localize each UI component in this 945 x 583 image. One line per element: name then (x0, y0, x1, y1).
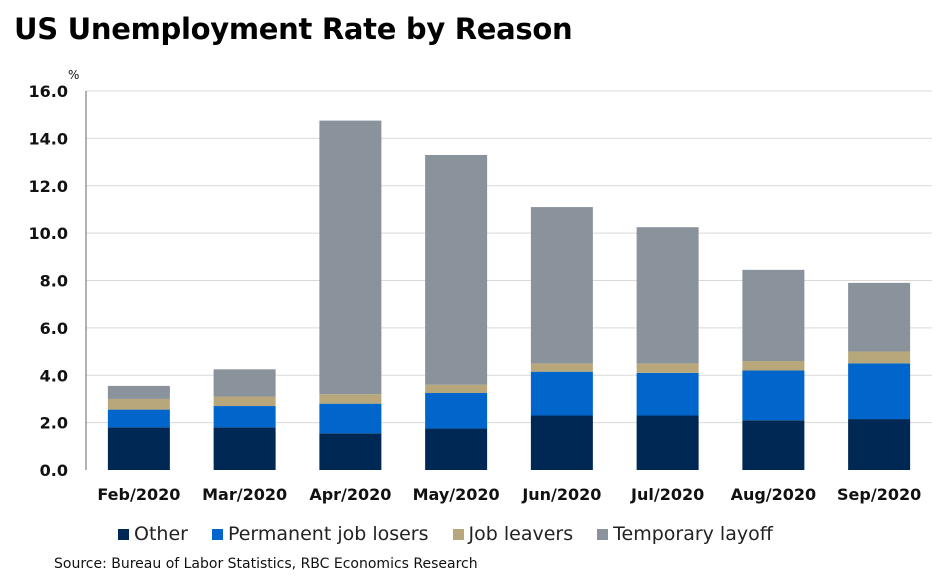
x-tick-label: Apr/2020 (309, 485, 391, 504)
bar-segment-temporary-layoff (213, 369, 276, 397)
legend-item: Other (118, 523, 188, 545)
y-tick-label: 0.0 (40, 461, 68, 480)
legend-swatch (118, 528, 129, 540)
x-tick-label: Aug/2020 (731, 485, 817, 504)
bar-segment-permanent-job-losers (107, 409, 170, 428)
y-tick-label: 8.0 (40, 272, 68, 291)
bar-segment-temporary-layoff (530, 207, 593, 364)
x-tick-label: Mar/2020 (202, 485, 287, 504)
legend-swatch (211, 528, 223, 540)
bar-segment-permanent-job-losers (319, 403, 382, 434)
source-note: Source: Bureau of Labor Statistics, RBC … (54, 556, 478, 572)
legend-item: Permanent job losers (211, 523, 429, 545)
chart-canvas: 0.0 2.0 4.0 6.0 8.0 10.0 12.0 14.0 16.0 Feb/2020… (29, 68, 932, 504)
bar-segment-other (742, 420, 805, 470)
bar-segment-permanent-job-losers (636, 372, 699, 416)
legend-item: Temporary layoff (597, 523, 773, 545)
bar-segment-temporary-layoff (636, 227, 699, 364)
legend-label: Other (134, 523, 188, 545)
bar-segment-other (319, 433, 382, 470)
bar-segment-job-leavers (107, 398, 170, 410)
x-tick-label: May/2020 (413, 485, 500, 504)
bar-segment-other (425, 428, 488, 470)
bar-segment-permanent-job-losers (530, 371, 593, 416)
x-tick-label: Jul/2020 (630, 485, 704, 504)
y-axis: 0.0 2.0 4.0 6.0 8.0 10.0 12.0 14.0 16.0 (29, 82, 87, 480)
bar-segment-permanent-job-losers (848, 363, 911, 420)
bar-segment-job-leavers (319, 394, 382, 404)
bar-segment-job-leavers (636, 363, 699, 373)
bar-segment-job-leavers (742, 361, 805, 371)
legend-item: Job leavers (452, 523, 574, 545)
legend-swatch (452, 528, 464, 540)
legend-label: Temporary layoff (613, 523, 773, 545)
bar-segment-permanent-job-losers (742, 370, 805, 421)
y-axis-unit: % (68, 68, 79, 82)
y-tick-label: 4.0 (40, 366, 68, 385)
legend: Other Permanent job losers Job leavers Temp… (118, 522, 797, 546)
y-tick-label: 14.0 (29, 129, 68, 148)
bar-segment-other (107, 427, 170, 470)
bar-segment-temporary-layoff (848, 282, 911, 352)
bars (107, 120, 911, 470)
bar-segment-job-leavers (848, 351, 911, 364)
x-axis: Feb/2020 Mar/2020 Apr/2020 May/2020 Jun/2020… (97, 485, 921, 504)
legend-label: Permanent job losers (227, 523, 429, 545)
bar-segment-job-leavers (425, 384, 488, 394)
x-tick-label: Sep/2020 (837, 485, 921, 504)
chart-title: US Unemployment Rate by Reason (14, 12, 573, 46)
y-tick-label: 10.0 (29, 224, 68, 243)
y-tick-label: 6.0 (40, 319, 68, 338)
legend-swatch (597, 528, 609, 540)
y-tick-label: 12.0 (29, 177, 68, 196)
bar-segment-temporary-layoff (319, 120, 382, 395)
bar-segment-temporary-layoff (107, 385, 170, 399)
bar-segment-permanent-job-losers (425, 393, 488, 429)
x-tick-label: Jun/2020 (521, 485, 601, 504)
bar-segment-temporary-layoff (742, 269, 805, 362)
y-tick-label: 16.0 (29, 82, 68, 101)
bar-segment-job-leavers (213, 396, 276, 407)
bar-segment-other (530, 415, 593, 470)
bar-segment-other (636, 415, 699, 470)
legend-label: Job leavers (468, 523, 574, 545)
bar-segment-other (848, 419, 911, 470)
bar-segment-temporary-layoff (425, 154, 488, 385)
y-tick-label: 2.0 (40, 414, 68, 433)
bar-segment-permanent-job-losers (213, 406, 276, 428)
x-tick-label: Feb/2020 (97, 485, 180, 504)
bar-segment-job-leavers (530, 363, 593, 372)
bar-segment-other (213, 427, 276, 470)
